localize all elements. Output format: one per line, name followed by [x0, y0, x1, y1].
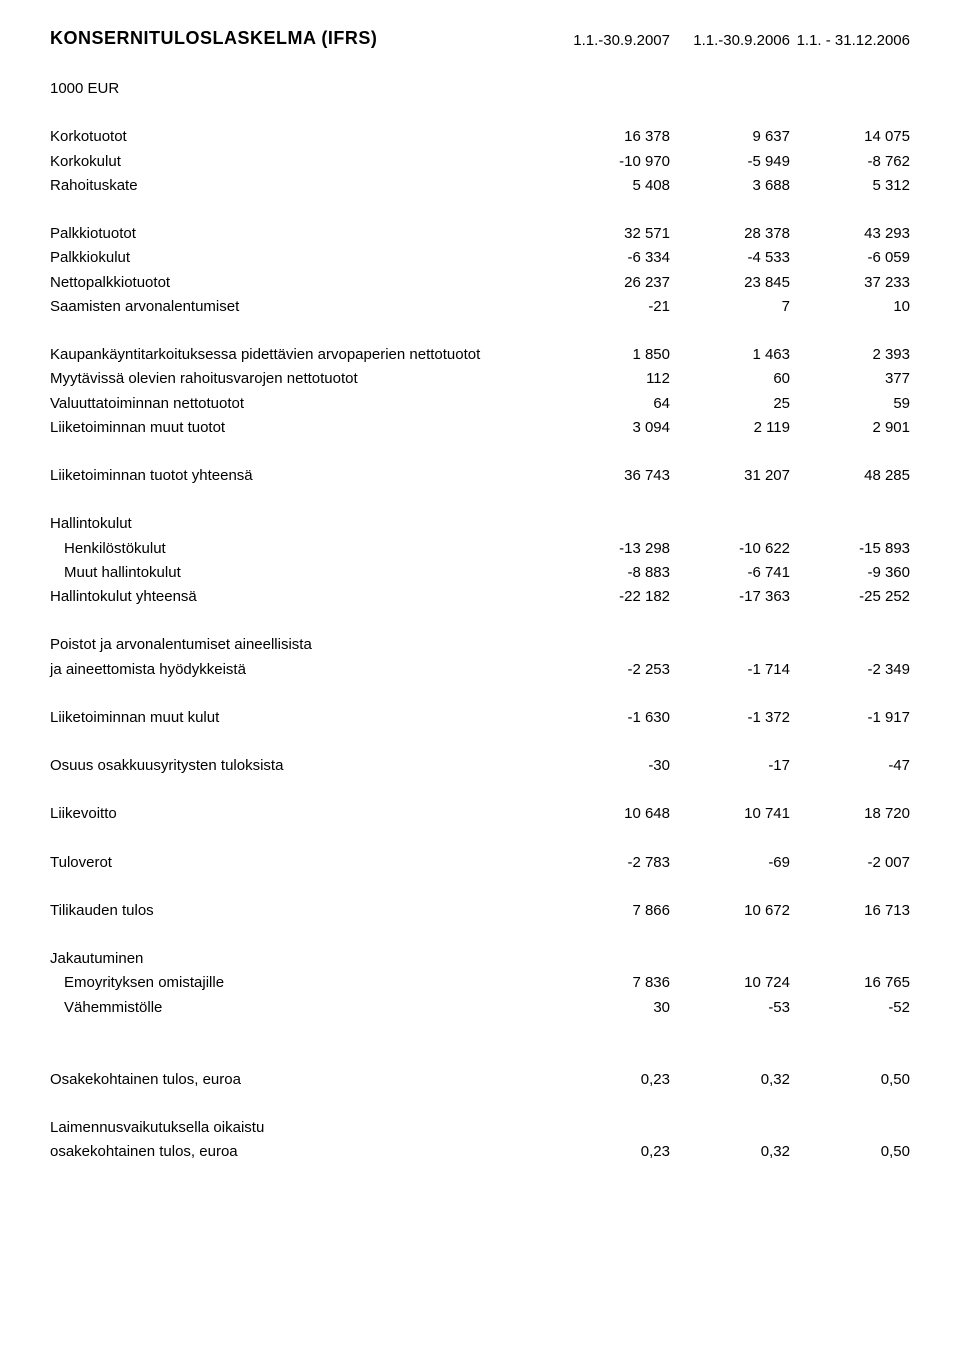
table-row: Liikevoitto 10 648 10 741 18 720: [50, 802, 910, 826]
table-row: Osakekohtainen tulos, euroa 0,23 0,32 0,…: [50, 1068, 910, 1092]
table-row: Myytävissä olevien rahoitusvarojen netto…: [50, 367, 910, 391]
table-row: Hallintokulut yhteensä -22 182 -17 363 -…: [50, 585, 910, 609]
unit-label: 1000 EUR: [50, 77, 550, 101]
income-statement-page: KONSERNITULOSLASKELMA (IFRS) 1.1.-30.9.2…: [0, 0, 960, 1205]
table-row: Palkkiokulut -6 334 -4 533 -6 059: [50, 246, 910, 270]
period-col-3: 1.1. - 31.12.2006: [790, 32, 910, 49]
section-header-row: Hallintokulut: [50, 512, 910, 536]
table-row: Korkotuotot 16 378 9 637 14 075: [50, 125, 910, 149]
table-row: Nettopalkkiotuotot 26 237 23 845 37 233: [50, 271, 910, 295]
section-header-row: Jakautuminen: [50, 947, 910, 971]
table-row: Muut hallintokulut -8 883 -6 741 -9 360: [50, 561, 910, 585]
table-row: Vähemmistölle 30 -53 -52: [50, 996, 910, 1020]
header-row: KONSERNITULOSLASKELMA (IFRS) 1.1.-30.9.2…: [50, 28, 910, 49]
page-title: KONSERNITULOSLASKELMA (IFRS): [50, 28, 377, 49]
table-row: ja aineettomista hyödykkeistä -2 253 -1 …: [50, 658, 910, 682]
table-row: Liiketoiminnan tuotot yhteensä 36 743 31…: [50, 464, 910, 488]
table-row: Henkilöstökulut -13 298 -10 622 -15 893: [50, 537, 910, 561]
period-col-2: 1.1.-30.9.2006: [670, 32, 790, 49]
table-row: Rahoituskate 5 408 3 688 5 312: [50, 174, 910, 198]
table-row: Osuus osakkuusyritysten tuloksista -30 -…: [50, 754, 910, 778]
jakautuminen-header: Jakautuminen: [50, 947, 550, 971]
table-row: Kaupankäyntitarkoituksessa pidettävien a…: [50, 343, 910, 367]
table-row: Tilikauden tulos 7 866 10 672 16 713: [50, 899, 910, 923]
income-statement-table: 1000 EUR Korkotuotot 16 378 9 637 14 075…: [50, 77, 910, 1165]
unit-row: 1000 EUR: [50, 77, 910, 101]
period-col-1: 1.1.-30.9.2007: [550, 32, 670, 49]
table-row: Emoyrityksen omistajille 7 836 10 724 16…: [50, 971, 910, 995]
table-row: Korkokulut -10 970 -5 949 -8 762: [50, 150, 910, 174]
period-headers: 1.1.-30.9.2007 1.1.-30.9.2006 1.1. - 31.…: [550, 32, 910, 49]
table-row: Valuuttatoiminnan nettotuotot 64 25 59: [50, 392, 910, 416]
table-row: Poistot ja arvonalentumiset aineellisist…: [50, 633, 910, 657]
table-row: Tuloverot -2 783 -69 -2 007: [50, 851, 910, 875]
hallintokulut-header: Hallintokulut: [50, 512, 550, 536]
table-row: osakekohtainen tulos, euroa 0,23 0,32 0,…: [50, 1140, 910, 1164]
table-row: Saamisten arvonalentumiset -21 7 10: [50, 295, 910, 319]
table-row: Liiketoiminnan muut tuotot 3 094 2 119 2…: [50, 416, 910, 440]
table-row: Palkkiotuotot 32 571 28 378 43 293: [50, 222, 910, 246]
table-row: Laimennusvaikutuksella oikaistu: [50, 1116, 910, 1140]
table-row: Liiketoiminnan muut kulut -1 630 -1 372 …: [50, 706, 910, 730]
